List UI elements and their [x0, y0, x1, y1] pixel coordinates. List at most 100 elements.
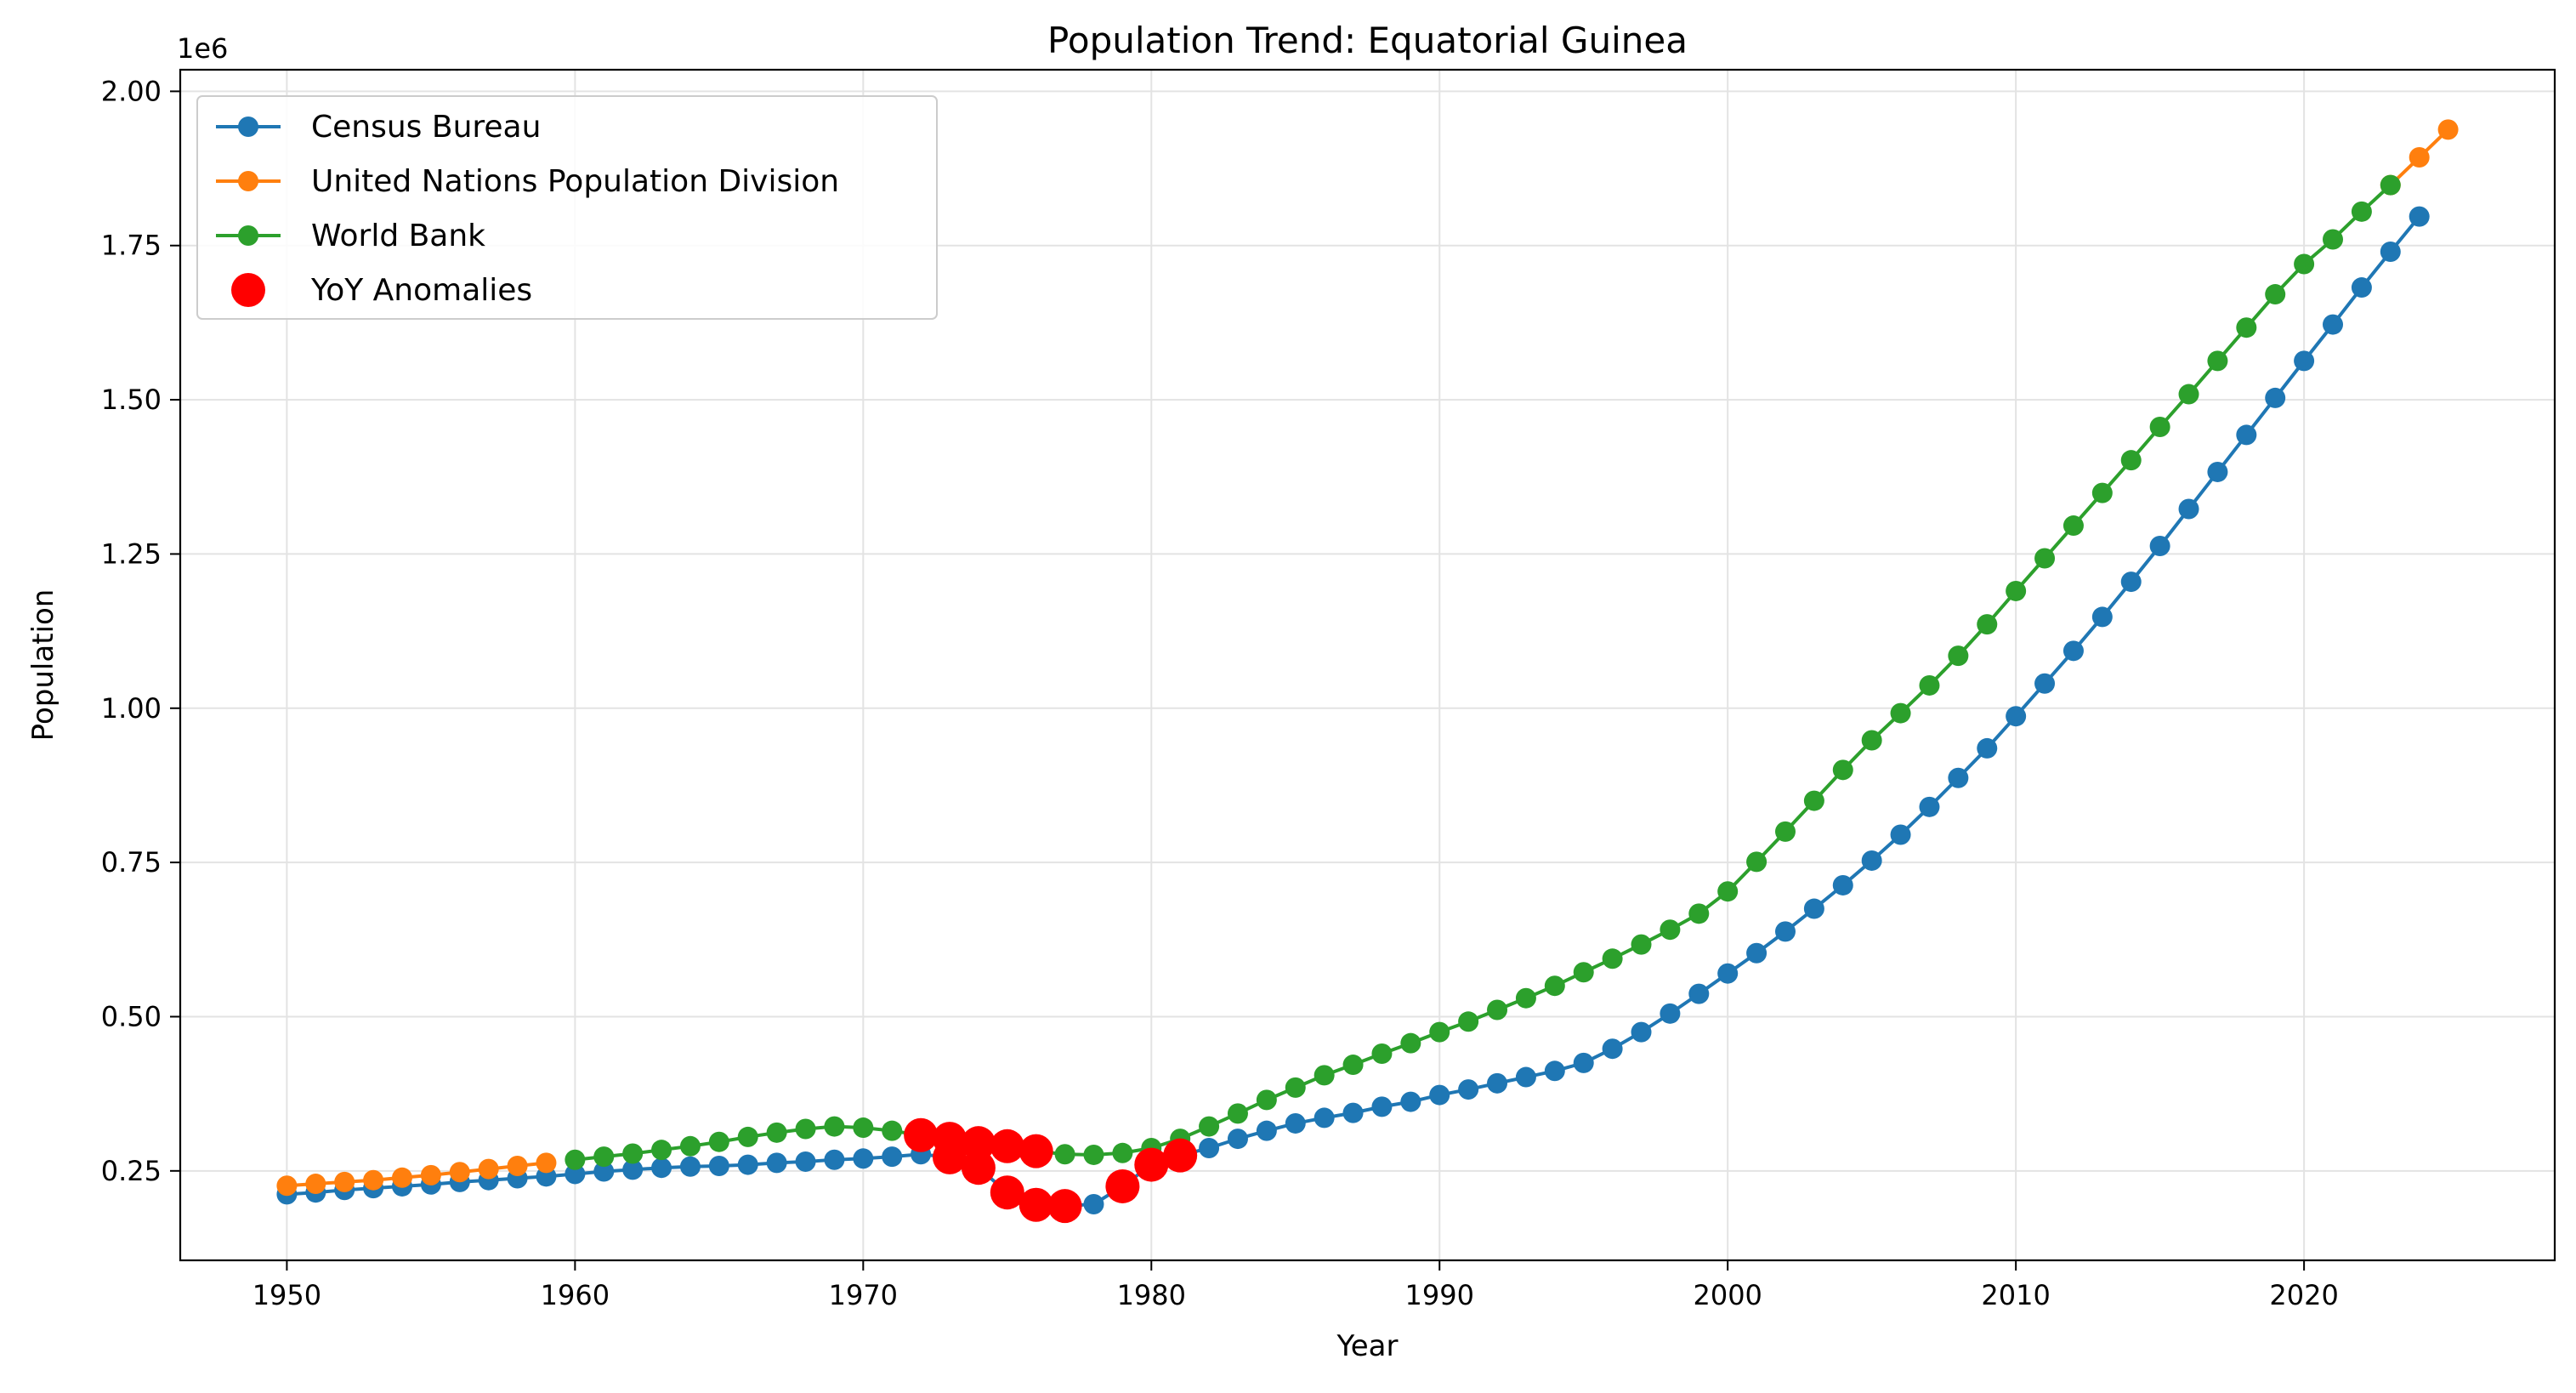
data-point [1371, 1043, 1393, 1064]
series-yoy-anomalies [904, 1117, 1198, 1224]
data-point [737, 1126, 758, 1147]
y-tick-label: 0.50 [101, 1000, 162, 1032]
data-point [2006, 706, 2027, 727]
y-tick-label: 0.25 [101, 1155, 162, 1187]
data-point [1832, 759, 1853, 781]
legend-swatch-marker [238, 225, 258, 246]
data-point [1314, 1065, 1335, 1086]
data-point [2120, 450, 2142, 471]
data-point [1256, 1089, 1277, 1111]
data-point [2063, 515, 2084, 537]
data-point [2149, 417, 2170, 437]
data-point [334, 1171, 355, 1192]
anomaly-point [961, 1126, 996, 1161]
data-point [1746, 942, 1767, 964]
data-point [1515, 1066, 1536, 1088]
anomaly-point [1163, 1138, 1198, 1173]
data-point [651, 1140, 672, 1161]
data-point [882, 1120, 903, 1141]
data-point [1890, 702, 1911, 724]
legend-swatch-marker [231, 273, 265, 307]
y-tick-label: 2.00 [101, 75, 162, 107]
x-tick-label: 2010 [1981, 1279, 2050, 1311]
data-point [593, 1161, 615, 1182]
legend-item: World Bank [216, 219, 485, 253]
data-point [708, 1156, 729, 1177]
data-point [2207, 350, 2228, 372]
data-point [1227, 1103, 1248, 1124]
y-tick-label: 0.75 [101, 846, 162, 878]
data-point [2409, 206, 2430, 227]
data-point [824, 1149, 845, 1170]
data-point [1977, 614, 1998, 635]
data-point [795, 1151, 816, 1172]
data-point [1774, 821, 1796, 842]
data-point [1544, 975, 1565, 997]
data-point [2265, 387, 2286, 408]
data-point [737, 1154, 758, 1175]
plot-frame [179, 68, 2556, 1262]
data-point [2120, 571, 2142, 593]
data-point [449, 1162, 470, 1183]
x-axis-label: Year [1336, 1329, 1399, 1363]
anomaly-point [1018, 1134, 1053, 1168]
data-point [1717, 881, 1739, 902]
data-point [1199, 1137, 1220, 1158]
x-tick-label: 2000 [1693, 1279, 1762, 1311]
series-census-bureau [276, 206, 2430, 1217]
data-point [2323, 314, 2344, 335]
data-point [1717, 963, 1739, 984]
data-point [1832, 874, 1853, 896]
data-point [536, 1152, 557, 1174]
y-axis-label: Population [26, 589, 60, 742]
data-point [565, 1163, 586, 1185]
data-point [1948, 767, 1969, 788]
data-point [420, 1164, 441, 1185]
data-point [1112, 1142, 1133, 1163]
data-point [766, 1152, 787, 1174]
legend-label: United Nations Population Division [311, 164, 839, 199]
anomaly-point [990, 1129, 1024, 1163]
data-point [1919, 674, 1940, 696]
data-point [1861, 850, 1882, 871]
x-tick-label: 1950 [252, 1279, 321, 1311]
data-point [2409, 147, 2430, 168]
data-point [1199, 1116, 1220, 1137]
data-point [1660, 919, 1681, 941]
data-point [363, 1169, 384, 1191]
data-point [2207, 461, 2228, 482]
data-point [766, 1122, 787, 1143]
anomaly-point [990, 1175, 1024, 1210]
data-point [1774, 921, 1796, 942]
series-line [575, 184, 2392, 1162]
data-point [2091, 482, 2113, 503]
data-point [708, 1131, 729, 1152]
data-point [2178, 498, 2199, 520]
data-point [1285, 1077, 1306, 1098]
y-tick-label: 1.25 [101, 537, 162, 570]
data-point [2034, 673, 2056, 694]
legend-item: Census Bureau [216, 110, 541, 145]
data-point [1429, 1021, 1450, 1043]
data-point [1688, 983, 1710, 1004]
data-point [1429, 1084, 1450, 1106]
x-tick-label: 1970 [829, 1279, 898, 1311]
data-point [1602, 948, 1623, 969]
data-point [1919, 796, 1940, 817]
data-point [1861, 730, 1882, 751]
legend-item: YoY Anomalies [231, 273, 532, 308]
legend-label: World Bank [311, 219, 485, 253]
y-axis-ticks: 0.25 0.50 0.75 1.00 1.25 1.50 1.75 2.00 [101, 75, 180, 1187]
x-tick-label: 2020 [2269, 1279, 2338, 1311]
data-point [882, 1146, 903, 1168]
anomaly-point [1134, 1147, 1169, 1182]
data-point [1083, 1193, 1104, 1214]
data-point [2380, 241, 2401, 262]
data-point [2006, 580, 2027, 601]
data-point [2323, 229, 2344, 250]
data-point [2236, 424, 2257, 446]
data-point [651, 1157, 672, 1179]
data-point [853, 1148, 874, 1169]
x-tick-label: 1980 [1117, 1279, 1186, 1311]
